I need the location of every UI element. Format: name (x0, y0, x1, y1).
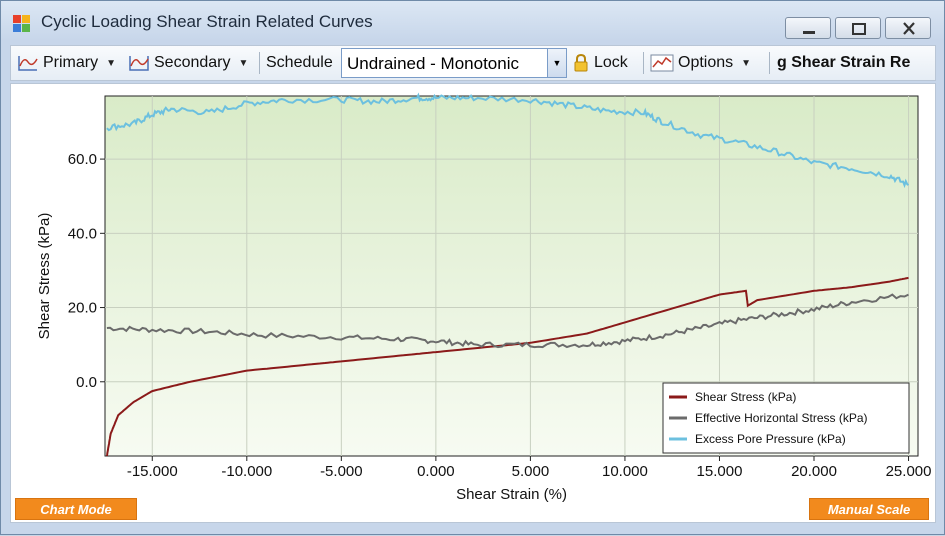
series-line-1 (105, 276, 909, 457)
legend: Shear Stress (kPa) Effective Horizontal S… (662, 382, 910, 454)
legend-entry: Shear Stress (kPa) (695, 390, 796, 404)
options-label: Options (678, 54, 734, 71)
legend-entry: Effective Horizontal Stress (kPa) (695, 411, 868, 425)
schedule-label: Schedule (266, 54, 333, 71)
lock-icon (574, 53, 588, 72)
toolbar-separator (769, 52, 770, 74)
x-axis-title: Shear Strain (%) (456, 486, 567, 503)
lock-button[interactable]: Lock (572, 46, 628, 80)
legend-entry: Excess Pore Pressure (kPa) (695, 432, 846, 446)
chart-title-fragment: g Shear Strain Re (777, 54, 911, 71)
series-line-2 (106, 293, 909, 349)
maximize-button[interactable] (835, 17, 881, 39)
legend-box (662, 382, 910, 454)
chevron-down-icon: ▼ (741, 57, 752, 69)
series-line-3 (106, 92, 910, 189)
primary-axis-icon (18, 56, 38, 71)
x-tick-label: -5.000 (320, 463, 363, 480)
close-icon (903, 22, 915, 35)
x-tick-label: 5.000 (512, 463, 550, 480)
options-dropdown[interactable]: Options ▼ (650, 46, 751, 80)
x-tick-label: -10.000 (221, 463, 272, 480)
y-tick-label: 40.0 (68, 225, 97, 242)
chevron-down-icon[interactable]: ▼ (547, 49, 566, 77)
line-chart-icon (650, 54, 674, 72)
x-tick-label: 20.000 (791, 463, 837, 480)
minimize-icon (803, 31, 815, 34)
primary-dropdown[interactable]: Primary ▼ (17, 46, 116, 80)
manual-scale-button[interactable]: Manual Scale (809, 498, 929, 520)
series-group (105, 92, 910, 457)
app-icon (13, 15, 30, 32)
primary-label: Primary (43, 54, 99, 71)
x-tick-label: 25.000 (886, 463, 932, 480)
secondary-dropdown[interactable]: Secondary ▼ (128, 46, 248, 80)
x-tick-label: 0.000 (417, 463, 455, 480)
chevron-down-icon: ▼ (238, 57, 249, 69)
close-button[interactable] (885, 17, 931, 39)
x-tick-label: 15.000 (697, 463, 743, 480)
secondary-axis-icon (129, 56, 149, 71)
maximize-icon (852, 23, 866, 35)
x-tick-label: -15.000 (127, 463, 178, 480)
schedule-select-value: Undrained - Monotonic (347, 54, 519, 73)
y-tick-label: 20.0 (68, 300, 97, 317)
minimize-button[interactable] (785, 17, 831, 39)
lock-label: Lock (594, 54, 628, 71)
x-axis: -15.000 -10.000 -5.000 0.000 5.000 10.000 15.0… (127, 456, 932, 480)
y-tick-label: 60.0 (68, 151, 97, 168)
toolbar: Primary ▼ Secondary ▼ Schedule Undrained… (10, 45, 936, 81)
x-tick-label: 10.000 (602, 463, 648, 480)
y-axis-title: Shear Stress (kPa) (36, 213, 53, 340)
chart-mode-button[interactable]: Chart Mode (15, 498, 137, 520)
title-bar: Cyclic Loading Shear Strain Related Curv… (1, 1, 944, 43)
y-axis: 0.0 20.0 40.0 60.0 (68, 151, 105, 391)
schedule-select[interactable]: Undrained - Monotonic ▼ (341, 48, 567, 78)
window-title: Cyclic Loading Shear Strain Related Curv… (41, 12, 373, 31)
secondary-label: Secondary (154, 54, 231, 71)
toolbar-separator (259, 52, 260, 74)
toolbar-separator (643, 52, 644, 74)
chevron-down-icon: ▼ (106, 57, 117, 69)
y-tick-label: 0.0 (76, 374, 97, 391)
